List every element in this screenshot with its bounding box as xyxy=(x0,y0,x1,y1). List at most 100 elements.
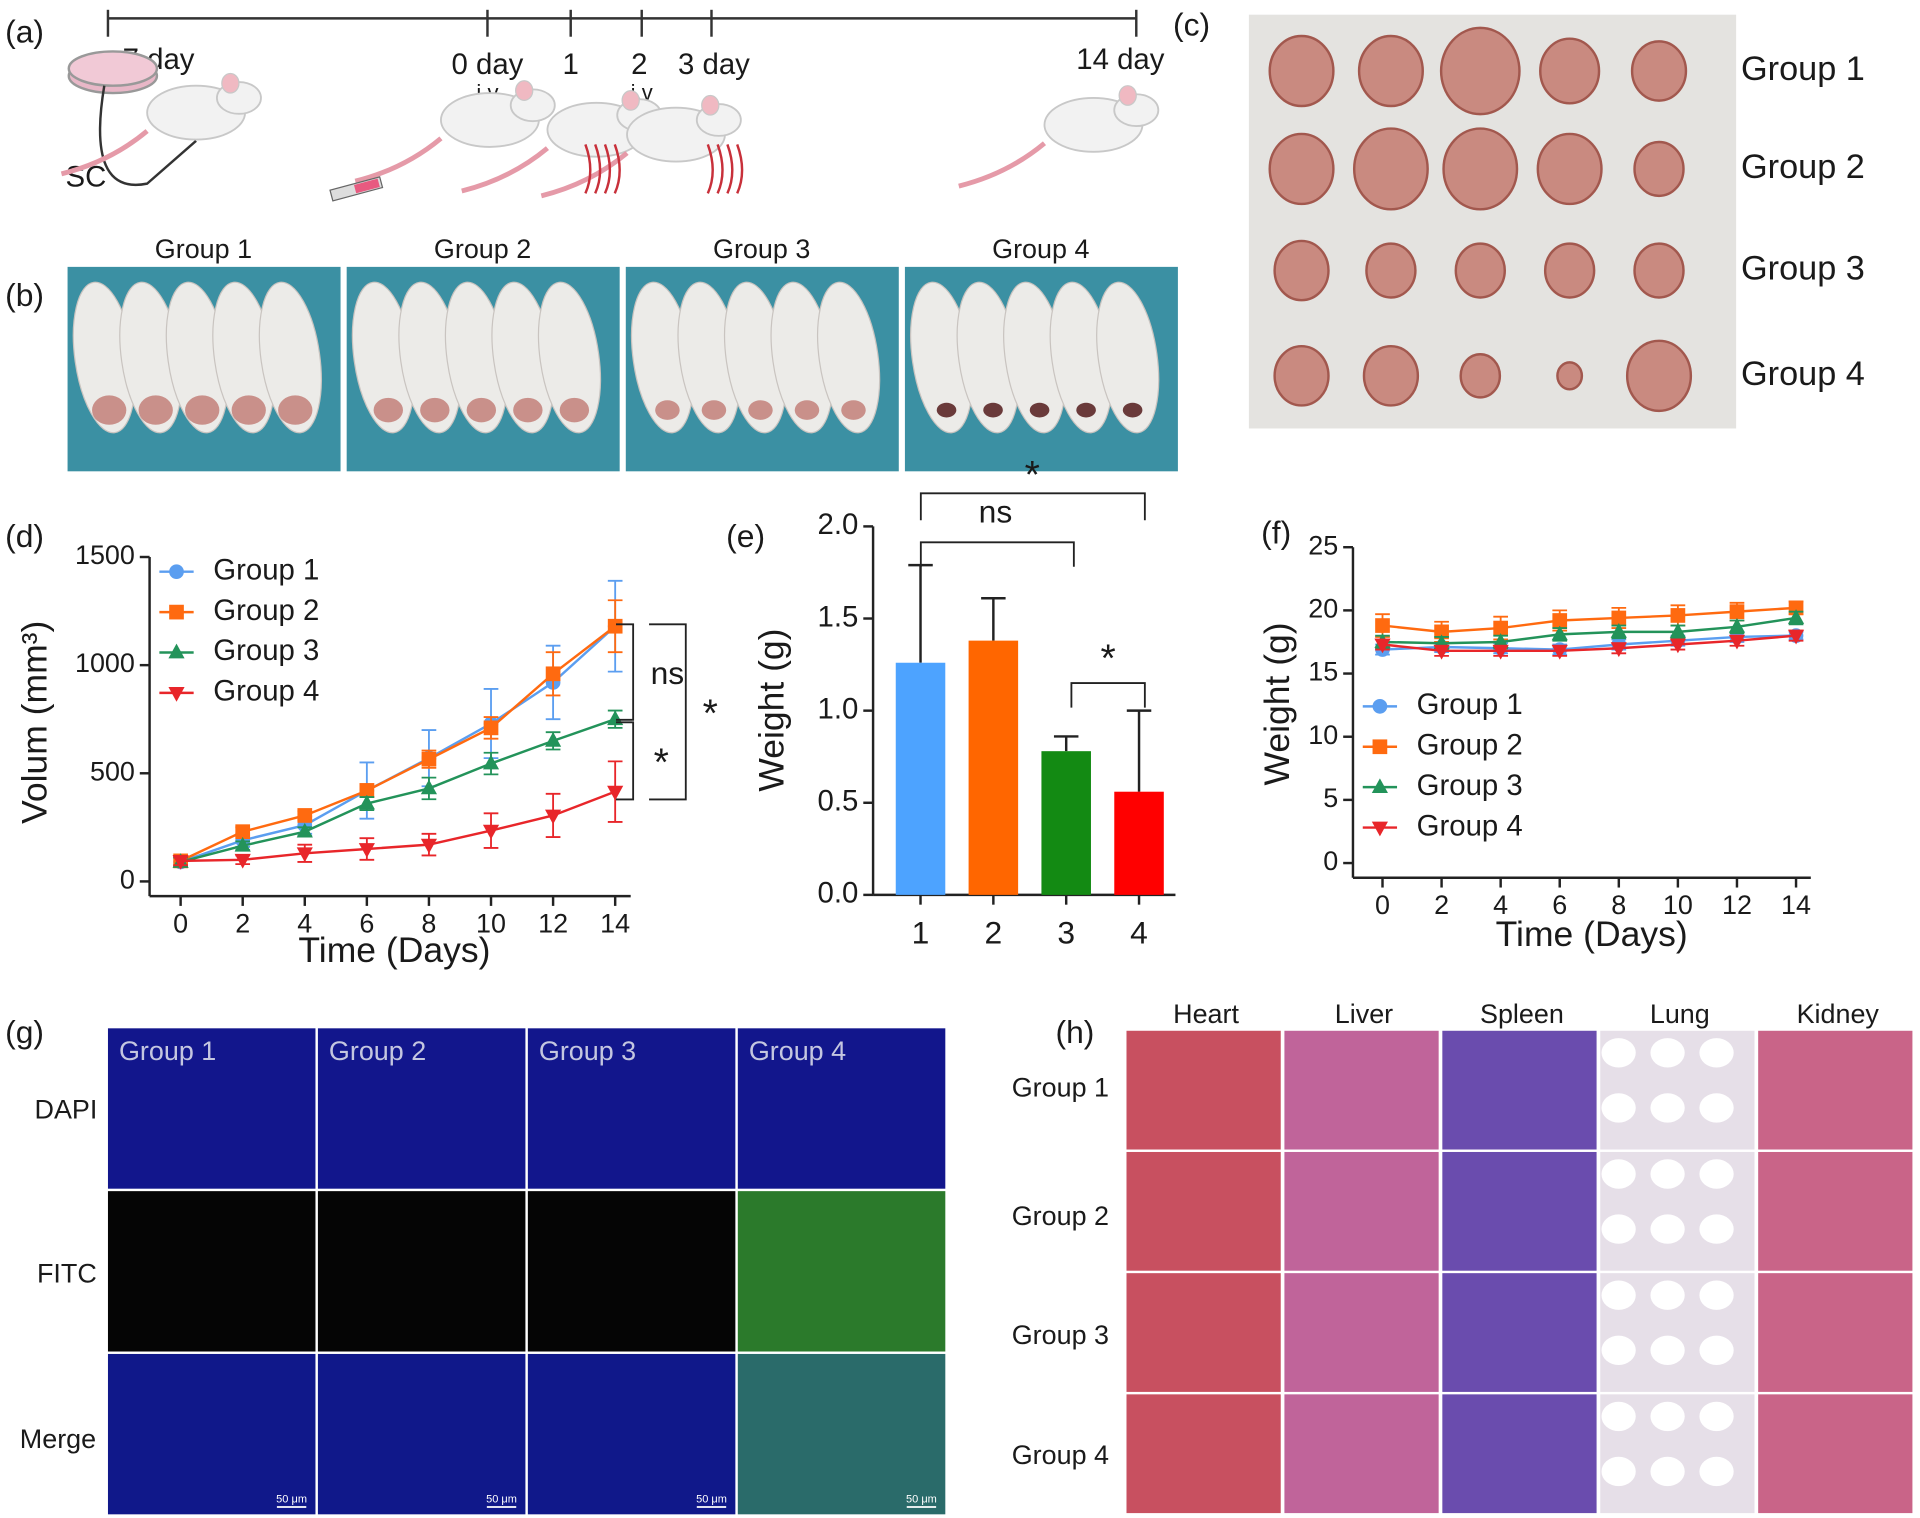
marker xyxy=(1492,633,1509,648)
fluorescence-tile xyxy=(527,1353,736,1515)
significance-label: * xyxy=(1101,637,1116,680)
x-tick-label: 1 xyxy=(912,915,930,951)
significance-bracket xyxy=(919,492,1146,521)
mouse-ear xyxy=(515,80,534,101)
histology-row-label: Group 1 xyxy=(1012,1073,1109,1103)
histology-column-label: Spleen xyxy=(1480,999,1564,1029)
legend-label: Group 1 xyxy=(1417,688,1523,721)
marker xyxy=(607,785,624,801)
mouse-tail xyxy=(540,151,629,199)
marker xyxy=(482,754,500,770)
bar xyxy=(1041,751,1091,895)
histology-tile xyxy=(1284,1394,1439,1514)
mouse-ear xyxy=(701,94,720,116)
marker xyxy=(172,854,189,870)
tumor xyxy=(1273,239,1330,302)
tumor xyxy=(1273,344,1330,407)
series-line xyxy=(1382,634,1797,651)
x-tick-label: 8 xyxy=(1611,890,1626,920)
significance-bracket xyxy=(919,541,1075,567)
tumor-on-mouse xyxy=(841,400,866,420)
significance-bracket xyxy=(616,721,635,801)
x-tick-label: 6 xyxy=(359,909,374,939)
histology-column-label: Lung xyxy=(1650,999,1710,1029)
marker xyxy=(358,843,375,858)
ultrasound-wave xyxy=(584,144,592,194)
fluorescence-tile xyxy=(527,1028,736,1189)
marker xyxy=(1552,613,1568,628)
marker xyxy=(1611,610,1627,626)
fluorescence-tile xyxy=(737,1028,946,1189)
marker xyxy=(1728,617,1746,633)
mouse-in-photo xyxy=(537,281,602,434)
alveolus xyxy=(1601,1214,1636,1244)
x-tick-label: 12 xyxy=(538,909,568,939)
histology-tile xyxy=(1126,1151,1281,1271)
significance-label: ns xyxy=(651,655,685,691)
mouse-ear xyxy=(621,89,640,111)
histology-tile xyxy=(1758,1273,1913,1392)
tumor xyxy=(1268,132,1335,206)
marker xyxy=(420,838,438,854)
legend-marker xyxy=(168,687,185,702)
x-tick-label: 14 xyxy=(1781,890,1811,920)
tumor xyxy=(1556,361,1584,391)
x-tick-label: 14 xyxy=(600,909,630,939)
y-tick-label: 2.0 xyxy=(818,508,859,541)
y-tick-label: 15 xyxy=(1308,657,1338,687)
x-tick-label: 8 xyxy=(421,909,436,939)
fluorescence-column-label: Group 3 xyxy=(539,1036,636,1066)
petri-dish-top xyxy=(67,50,159,87)
fluorescence-tile xyxy=(317,1028,526,1189)
histology-tile xyxy=(1284,1273,1439,1392)
y-tick-label: 0 xyxy=(120,865,135,895)
tumor-on-mouse xyxy=(513,397,543,423)
tumor-on-mouse xyxy=(138,395,173,425)
fluorescence-row-label: Merge xyxy=(20,1424,96,1454)
bar xyxy=(895,662,946,895)
significance-bracket xyxy=(1070,682,1146,708)
tumor xyxy=(1633,140,1685,198)
histology-tile xyxy=(1284,1151,1439,1271)
marker xyxy=(234,836,251,852)
marker xyxy=(1551,625,1568,641)
timeline-label: 14 day xyxy=(1076,43,1165,76)
tumor-on-mouse xyxy=(748,400,773,420)
tumor-on-mouse xyxy=(420,397,450,423)
significance-label: ns xyxy=(979,494,1013,530)
marker xyxy=(1434,624,1449,640)
y-axis-title: Volum (mm³) xyxy=(14,621,54,824)
fluorescence-column-label: Group 1 xyxy=(119,1036,216,1066)
histology-row-label: Group 4 xyxy=(1012,1440,1109,1470)
mouse-in-photo xyxy=(1096,281,1160,434)
timeline-label: 2 xyxy=(631,48,647,81)
tumor xyxy=(1454,242,1506,299)
tumor-on-mouse xyxy=(92,395,127,425)
legend-marker xyxy=(169,604,184,620)
marker xyxy=(1787,629,1805,645)
fluorescence-column-label: Group 4 xyxy=(749,1036,846,1066)
tumor-group-label: Group 1 xyxy=(1741,50,1865,88)
alveolus xyxy=(1650,1038,1685,1068)
alveolus xyxy=(1699,1335,1734,1365)
significance-bracket xyxy=(649,623,687,801)
series-line xyxy=(1382,616,1797,645)
alveolus xyxy=(1601,1280,1636,1310)
photo-group-label: Group 2 xyxy=(434,234,531,264)
tumor-on-mouse xyxy=(655,400,680,420)
tumor-on-mouse xyxy=(231,395,266,425)
tumor-on-mouse xyxy=(1076,402,1096,418)
legend-marker xyxy=(169,564,184,580)
bar xyxy=(968,640,1019,895)
injection-line xyxy=(98,85,197,187)
y-tick-label: 10 xyxy=(1308,720,1338,750)
fluorescence-tile xyxy=(107,1028,316,1189)
scale-bar-label: 50 μm xyxy=(696,1494,727,1506)
histology-tile xyxy=(1126,1394,1281,1514)
alveolus xyxy=(1699,1280,1734,1310)
alveolus xyxy=(1650,1214,1685,1244)
alveolus xyxy=(1601,1335,1636,1365)
histology-tile xyxy=(1442,1273,1597,1392)
marker xyxy=(545,666,561,682)
